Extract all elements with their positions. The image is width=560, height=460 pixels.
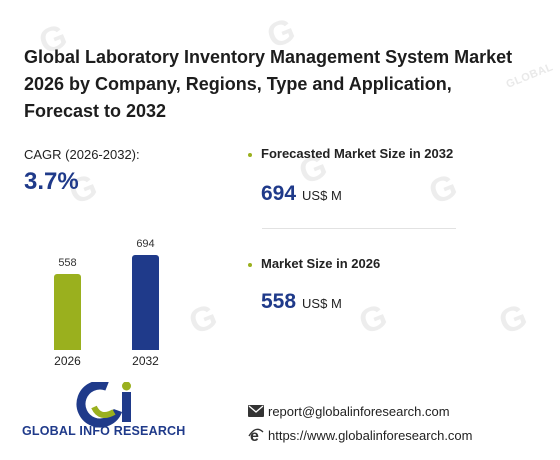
market-size-number: 558: [261, 290, 297, 313]
svg-text:e: e: [250, 428, 259, 443]
brand-name: GLOBAL INFO RESEARCH: [22, 424, 186, 438]
bar-value-label: 694: [136, 238, 155, 250]
envelope-icon: [248, 405, 264, 417]
forecast-size-label: Forecasted Market Size in 2032: [261, 146, 454, 161]
divider: [262, 228, 456, 229]
watermark: G: [423, 166, 463, 213]
cagr-label: CAGR (2026-2032):: [24, 147, 140, 162]
forecast-size-unit: US$ M: [302, 188, 342, 203]
cagr-value: 3.7%: [24, 168, 79, 195]
market-size-value: 558 US$ M: [261, 290, 342, 314]
brand-logo: [76, 382, 131, 428]
internet-explorer-icon: e: [248, 428, 264, 443]
watermark: G: [493, 296, 533, 343]
bar-2026: [54, 273, 81, 350]
contact-website[interactable]: https://www.globalinforesearch.com: [268, 428, 473, 443]
bar-category-label: 2026: [54, 354, 81, 368]
watermark: G: [353, 296, 393, 343]
market-size-label: Market Size in 2026: [261, 256, 381, 271]
bar-2032: [132, 255, 159, 350]
page-title: Global Laboratory Inventory Management S…: [24, 47, 513, 121]
forecast-size-number: 694: [261, 182, 297, 205]
forecast-size-value: 694 US$ M: [261, 182, 342, 206]
bar-category-label: 2032: [132, 354, 159, 368]
bullet-icon: [248, 153, 252, 157]
market-size-unit: US$ M: [302, 296, 342, 311]
watermark: G: [183, 296, 223, 343]
bar-value-label: 558: [58, 256, 77, 269]
bullet-icon: [248, 263, 252, 267]
contact-email[interactable]: report@globalinforesearch.com: [268, 404, 450, 419]
